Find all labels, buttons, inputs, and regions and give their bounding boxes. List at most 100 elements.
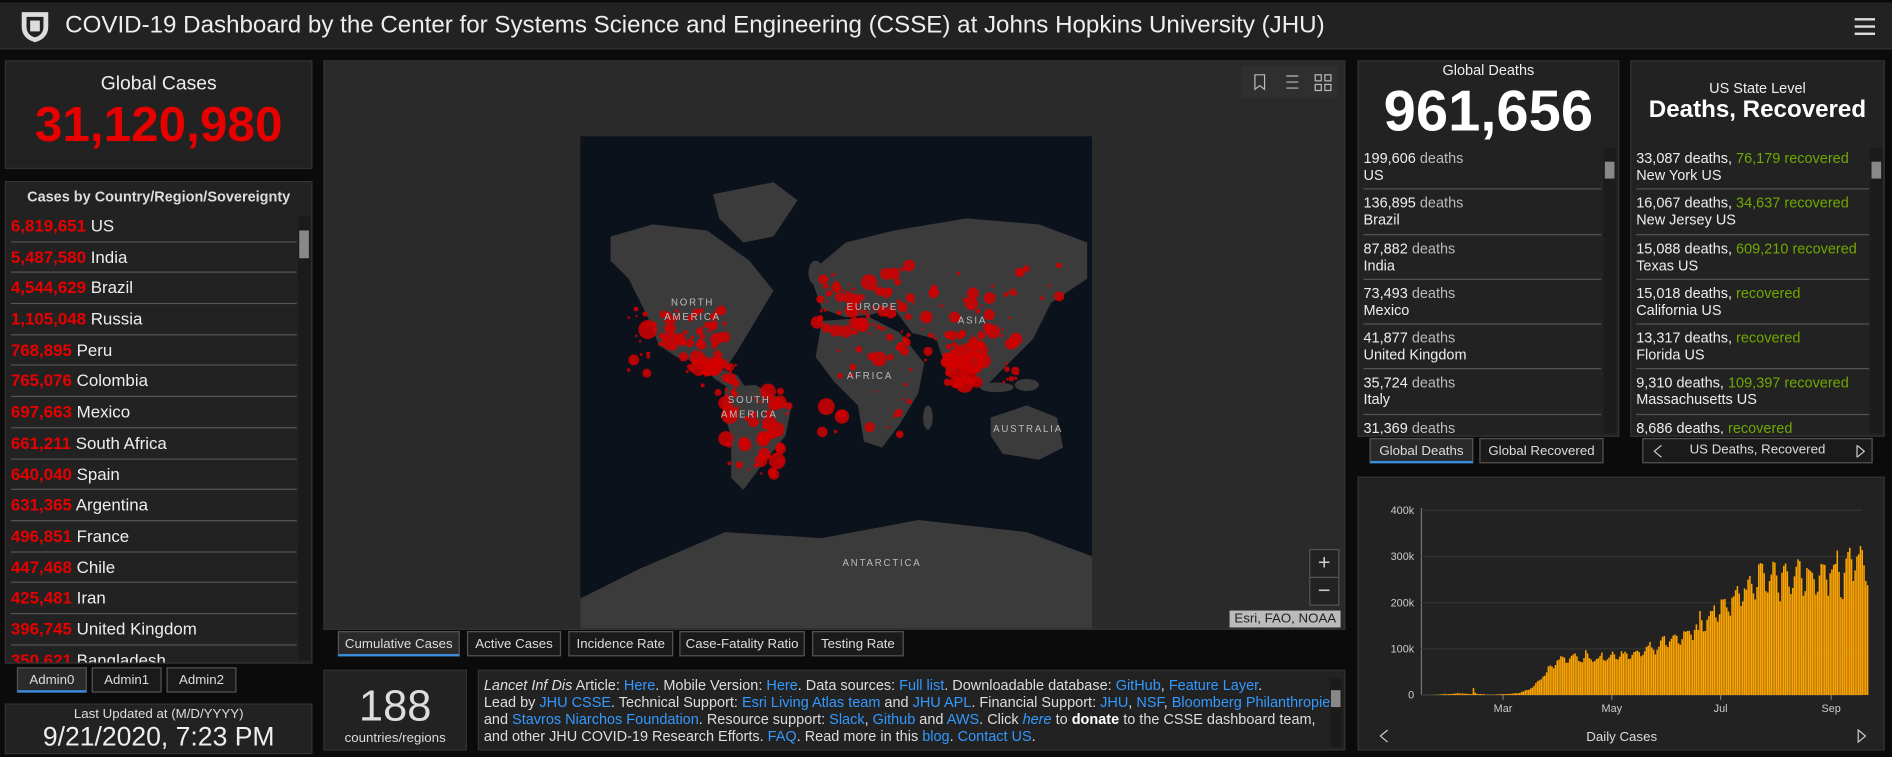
bar [1825, 579, 1828, 696]
country-row[interactable]: 1,105,048 Russia [10, 304, 297, 336]
info-link[interactable]: JHU CSSE [539, 693, 612, 711]
map-tab[interactable]: Testing Rate [812, 631, 904, 657]
case-dot [834, 280, 839, 285]
deaths-tab[interactable]: Global Recovered [1479, 438, 1604, 464]
bar [1447, 694, 1450, 696]
country-row[interactable]: 5,487,580 India [10, 242, 297, 274]
death-row[interactable]: 41,877 deaths United Kingdom [1363, 325, 1602, 370]
info-link[interactable]: Slack [829, 710, 865, 728]
country-row[interactable]: 661,211 South Africa [10, 428, 297, 460]
country-row[interactable]: 447,468 Chile [10, 552, 297, 584]
country-row[interactable]: 496,851 France [10, 521, 297, 553]
country-row[interactable]: 765,076 Colombia [10, 366, 297, 398]
next-arrow[interactable] [1856, 445, 1866, 458]
case-dot [958, 348, 963, 353]
info-link[interactable]: Github [872, 710, 916, 728]
info-link[interactable]: Here [623, 676, 656, 694]
map-tools[interactable] [1242, 66, 1339, 97]
death-row[interactable]: 35,724 deaths Italy [1363, 370, 1602, 415]
case-dot [749, 411, 757, 418]
case-dot [709, 312, 717, 321]
deaths-tab[interactable]: Global Deaths [1369, 438, 1474, 464]
country-row[interactable]: 697,663 Mexico [10, 397, 297, 429]
info-link[interactable]: JHU APL [912, 693, 972, 711]
info-text-run: . Read more in this [796, 727, 923, 745]
zoom-in[interactable]: + [1309, 549, 1340, 578]
country-row[interactable]: 768,895 Peru [10, 335, 297, 367]
us-row[interactable]: 15,088 deaths, 609,210 recovered Texas US [1636, 235, 1870, 280]
country-row[interactable]: 6,819,651 US [10, 211, 297, 243]
case-dot [903, 382, 908, 387]
country-row[interactable]: 350,621 Bangladesh [11, 645, 297, 663]
info-link[interactable]: Contact US [957, 727, 1032, 745]
us-nav[interactable]: US Deaths, Recovered [1642, 438, 1873, 464]
case-dot [725, 366, 730, 371]
admin-tab[interactable]: Admin1 [91, 667, 162, 693]
map-tab[interactable]: Active Cases [466, 631, 562, 657]
case-dot [909, 367, 913, 372]
info-link[interactable]: Full list [899, 676, 945, 694]
bar [1700, 620, 1703, 696]
country-row[interactable]: 631,365 Argentina [10, 490, 297, 522]
us-row[interactable]: 9,310 deaths, 109,397 recovered Massachus… [1636, 370, 1870, 415]
us-row[interactable]: 16,067 deaths, 34,637 recovered New Jerse… [1636, 190, 1870, 235]
map-tab[interactable]: Cumulative Cases [337, 631, 460, 657]
next-arrow[interactable] [1857, 728, 1867, 744]
death-row[interactable]: 136,895 deaths Brazil [1363, 190, 1602, 235]
info-text-run: . Technical Support: [611, 693, 742, 711]
map-tab[interactable]: Case-Fatality Ratio [679, 631, 805, 657]
bar [1542, 676, 1544, 696]
us-row[interactable]: 33,087 deaths, 76,179 recovered New York … [1636, 145, 1870, 190]
country-row[interactable]: 4,544,629 Brazil [10, 273, 297, 305]
bar [1777, 592, 1780, 696]
info-link[interactable]: Esri Living Atlas team [741, 693, 881, 711]
info-link[interactable]: Bloomberg Philanthropies [1171, 693, 1338, 711]
case-dot [628, 354, 640, 366]
info-link[interactable]: here [1022, 710, 1052, 728]
us-row[interactable]: 15,018 deaths, recovered California US [1636, 280, 1870, 325]
us-row[interactable]: 13,317 deaths, recovered Florida US [1636, 325, 1870, 370]
death-row[interactable]: 87,882 deaths India [1363, 235, 1602, 280]
prev-arrow[interactable] [1653, 445, 1663, 458]
zoom-out[interactable]: − [1309, 576, 1340, 606]
admin-tab[interactable]: Admin2 [166, 667, 237, 693]
country-row[interactable]: 425,481 Iran [10, 583, 297, 615]
death-country: United Kingdom [1363, 346, 1467, 364]
info-link[interactable]: Feature Layer [1168, 676, 1259, 694]
map-panel[interactable]: NORTH AMERICA EUROPE ASIA AFRICA SOUTH AMERICA… [323, 60, 1346, 630]
scrollbar[interactable] [298, 215, 311, 661]
scrollbar[interactable] [1870, 148, 1883, 434]
info-panel: Lancet Inf Dis Article: Here. Mobile Ver… [477, 669, 1346, 751]
country-row[interactable]: 396,745 United Kingdom [10, 614, 297, 646]
scrollbar[interactable] [1603, 148, 1616, 434]
us-row[interactable]: 8,686 deaths, recovered [1636, 415, 1869, 435]
bar [1651, 647, 1653, 696]
case-dot [894, 408, 903, 418]
death-row[interactable]: 199,606 deaths US [1363, 145, 1602, 190]
country-row[interactable]: 640,040 Spain [10, 459, 297, 491]
info-link[interactable]: Here [766, 676, 798, 694]
death-row[interactable]: 73,493 deaths Mexico [1363, 280, 1602, 325]
case-dot [642, 368, 652, 378]
bar [1742, 601, 1744, 696]
admin-tab[interactable]: Admin0 [16, 667, 87, 693]
menu-button[interactable] [1854, 17, 1876, 36]
info-link[interactable]: AWS [946, 710, 980, 728]
x-tick-label: May [1602, 703, 1623, 715]
map-tab[interactable]: Incidence Rate [568, 631, 674, 657]
info-link[interactable]: blog [922, 727, 950, 745]
us-state-panel: US State Level Deaths, Recovered 33,087 … [1630, 60, 1885, 437]
death-row[interactable]: 31,369 deaths [1363, 415, 1601, 435]
info-text-run: to the CSSE dashboard team, [1119, 710, 1316, 728]
case-dot [891, 277, 894, 280]
case-dot [861, 309, 867, 315]
prev-arrow[interactable] [1379, 729, 1389, 743]
map[interactable]: NORTH AMERICA EUROPE ASIA AFRICA SOUTH AMERICA… [325, 62, 1346, 630]
info-link[interactable]: Stavros Niarchos Foundation [512, 710, 699, 728]
us-deaths-label: deaths, [1684, 329, 1733, 347]
info-link[interactable]: FAQ [767, 727, 797, 745]
info-link[interactable]: NSF [1136, 693, 1164, 711]
info-link[interactable]: JHU [1100, 693, 1129, 711]
info-link[interactable]: GitHub [1115, 676, 1161, 694]
scrollbar[interactable] [1329, 678, 1342, 747]
